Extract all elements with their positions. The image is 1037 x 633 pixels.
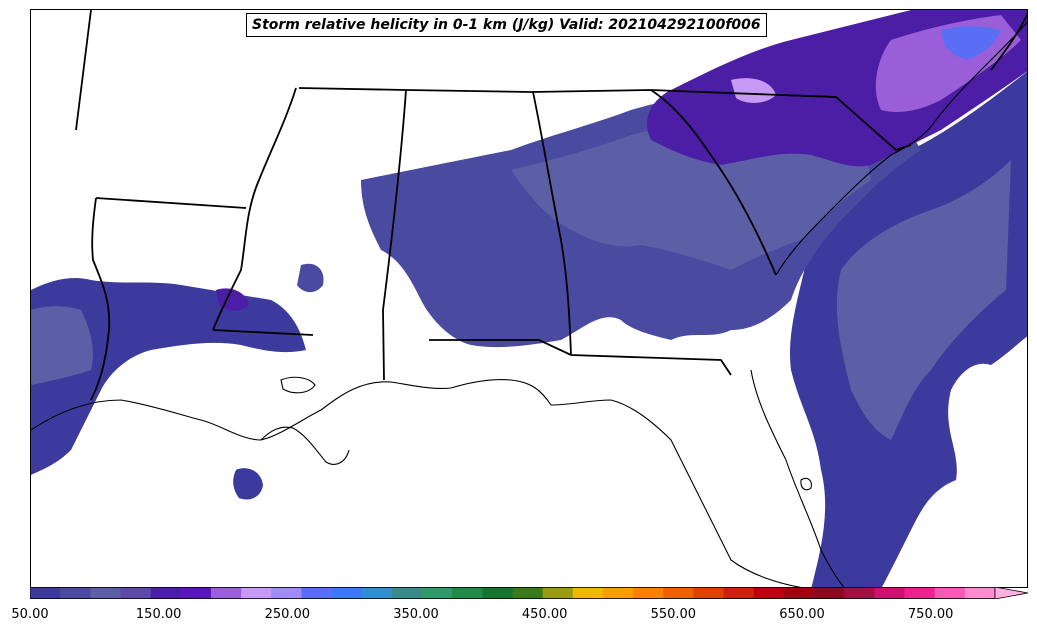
map-canvas xyxy=(31,10,1027,587)
colorbar-segment xyxy=(814,587,845,599)
colorbar-segment xyxy=(210,587,242,599)
boundaries xyxy=(75,10,1027,401)
colorbar-tick-label: 450.00 xyxy=(521,607,568,622)
coastlines xyxy=(31,21,1027,587)
colorbar-extend-arrow xyxy=(994,587,1029,599)
map-title: Storm relative helicity in 0-1 km (J/kg)… xyxy=(252,17,761,33)
colorbar xyxy=(30,587,1029,599)
boundary-nc-sc xyxy=(780,94,912,152)
colorbar-segment xyxy=(422,587,453,599)
boundary-georgia-sc xyxy=(650,89,777,276)
helicity-field xyxy=(31,10,1027,587)
colorbar-tick-label: 350.00 xyxy=(393,607,439,622)
colorbar-tick-label: 250.00 xyxy=(264,607,311,622)
helicity-region-southeast-mid xyxy=(511,119,871,270)
helicity-region-mississippi xyxy=(297,263,324,293)
coastline-louisiana-delta xyxy=(260,426,350,465)
coastline-gulf xyxy=(31,378,802,587)
colorbar-segment xyxy=(241,587,272,599)
colorbar-segment xyxy=(90,587,121,599)
coastline-florida-east xyxy=(750,369,845,587)
helicity-region-nc-blue xyxy=(941,26,1001,60)
colorbar-segment xyxy=(361,587,393,599)
colorbar-segment xyxy=(512,587,544,599)
lake-okeechobee xyxy=(800,477,812,491)
colorbar-segment xyxy=(60,587,91,599)
colorbar-segment xyxy=(844,587,875,599)
helicity-region-gulf-blob xyxy=(233,468,263,500)
colorbar-tick-label: 550.00 xyxy=(650,607,697,622)
colorbar-segment xyxy=(542,587,574,599)
colorbar-segment xyxy=(934,587,966,599)
boundary-florida-north xyxy=(429,339,732,376)
colorbar-segment xyxy=(663,587,694,599)
boundary-texas-louisiana xyxy=(90,197,111,401)
colorbar-segment xyxy=(271,587,302,599)
colorbar-tick-label: 150.00 xyxy=(135,607,182,622)
colorbar-segment xyxy=(633,587,664,599)
colorbar-segment xyxy=(30,587,61,599)
boundary-alabama-georgia xyxy=(532,91,572,356)
colorbar-segment xyxy=(391,587,423,599)
colorbar-segment xyxy=(572,587,604,599)
colorbar-segment xyxy=(602,587,634,599)
colorbar-tick-label: 750.00 xyxy=(907,607,954,622)
colorbar-segment xyxy=(120,587,152,599)
colorbar-segment xyxy=(904,587,936,599)
boundary-west-north xyxy=(75,10,92,131)
colorbar-segments xyxy=(30,587,996,599)
boundary-louisiana-south xyxy=(212,329,314,336)
colorbar-segment xyxy=(723,587,755,599)
colorbar-segment xyxy=(301,587,333,599)
colorbar-segment xyxy=(783,587,815,599)
colorbar-segment xyxy=(452,587,483,599)
colorbar-tick-label: 650.00 xyxy=(779,607,825,622)
colorbar-segment xyxy=(964,587,996,599)
colorbar-segment xyxy=(482,587,513,599)
colorbar-segment xyxy=(874,587,906,599)
lake-pontchartrain xyxy=(280,376,316,394)
colorbar-segment xyxy=(693,587,725,599)
colorbar-tick-label: 50.00 xyxy=(11,607,49,622)
colorbar-segment xyxy=(150,587,182,599)
helicity-region-atlantic-inner xyxy=(836,160,1011,440)
colorbar-segment xyxy=(180,587,212,599)
colorbar-segment xyxy=(331,587,363,599)
helicity-region-nc-lilac xyxy=(731,78,776,103)
colorbar-segment xyxy=(753,587,785,599)
boundary-mississippi-river xyxy=(212,87,297,331)
boundary-nc-north xyxy=(990,12,1027,71)
boundary-arkansas-south xyxy=(95,197,247,209)
boundary-mississippi-alabama xyxy=(382,89,407,381)
map-title-box: Storm relative helicity in 0-1 km (J/kg)… xyxy=(246,13,767,37)
helicity-region-louisiana xyxy=(31,278,306,475)
coastline-atlantic xyxy=(775,21,1027,276)
helicity-region-west-texas xyxy=(31,306,93,385)
map-panel xyxy=(30,9,1028,588)
